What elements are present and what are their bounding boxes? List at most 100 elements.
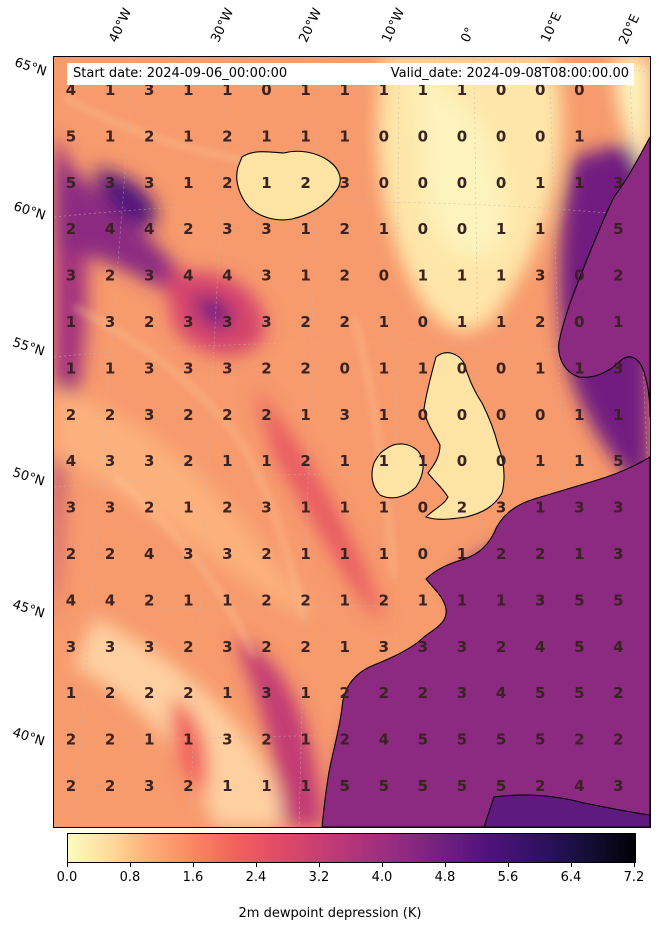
colorbar-tick-label: 0.8 <box>119 870 141 885</box>
grid-value: 3 <box>261 220 271 238</box>
grid-value: 1 <box>261 777 271 795</box>
grid-value: 3 <box>613 359 623 377</box>
grid-value: 2 <box>339 313 349 331</box>
lon-label-0: 0° <box>458 25 479 45</box>
grid-value: 0 <box>496 452 506 470</box>
grid-value: 1 <box>105 359 115 377</box>
grid-value: 5 <box>574 591 584 609</box>
grid-value: 2 <box>574 731 584 749</box>
grid-value: 1 <box>339 499 349 517</box>
grid-value: 2 <box>222 174 232 192</box>
grid-value: 1 <box>66 313 76 331</box>
grid-value: 0 <box>496 406 506 424</box>
grid-value: 5 <box>379 777 389 795</box>
grid-value: 3 <box>613 174 623 192</box>
grid-value: 2 <box>222 499 232 517</box>
grid-value: 3 <box>144 777 154 795</box>
grid-value: 1 <box>496 313 506 331</box>
grid-value: 2 <box>339 731 349 749</box>
grid-value: 2 <box>379 684 389 702</box>
grid-value: 2 <box>613 731 623 749</box>
grid-value: 1 <box>300 220 310 238</box>
grid-value: 3 <box>144 406 154 424</box>
grid-value: 3 <box>144 81 154 99</box>
grid-value: 5 <box>457 777 467 795</box>
grid-value: 0 <box>418 174 428 192</box>
grid-value: 1 <box>418 267 428 285</box>
grid-value: 0 <box>457 452 467 470</box>
grid-value: 3 <box>339 406 349 424</box>
grid-values: 4 1 3 1 1 0 1 1 1 1 1 0 0 0 5 1 2 1 2 1 1 1 0 0 0 0 0 1 5 3 3 1 2 1 2 3 0 0 0 0… <box>66 81 624 795</box>
grid-value: 2 <box>496 545 506 563</box>
grid-value: 1 <box>105 81 115 99</box>
grid-value: 4 <box>66 591 76 609</box>
grid-value: 5 <box>66 174 76 192</box>
grid-value: 3 <box>144 359 154 377</box>
grid-value: 2 <box>535 777 545 795</box>
coastlines <box>236 136 650 827</box>
grid-value: 2 <box>261 545 271 563</box>
colorbar-tick <box>67 862 68 867</box>
grid-value: 3 <box>261 313 271 331</box>
lon-label-20w: 20°W <box>296 6 326 45</box>
grid-value: 3 <box>222 638 232 656</box>
colorbar-tick <box>193 862 194 867</box>
colorbar-tick-label: 2.4 <box>245 870 267 885</box>
grid-value: 4 <box>66 452 76 470</box>
grid-value: 0 <box>418 220 428 238</box>
grid-value: 2 <box>261 638 271 656</box>
grid-value: 1 <box>66 359 76 377</box>
grid-value: 1 <box>613 406 623 424</box>
grid-value: 4 <box>222 267 232 285</box>
grid-value: 3 <box>261 499 271 517</box>
grid-value: 3 <box>222 220 232 238</box>
grid-value: 4 <box>613 638 623 656</box>
grid-value: 1 <box>300 777 310 795</box>
grid-value: 2 <box>144 499 154 517</box>
grid-value: 3 <box>66 267 76 285</box>
grid-value: 3 <box>574 499 584 517</box>
grid-value: 1 <box>535 220 545 238</box>
grid-value: 1 <box>183 499 193 517</box>
colorbar-tick <box>130 862 131 867</box>
africa-coast <box>483 794 650 827</box>
grid-value: 1 <box>496 220 506 238</box>
colorbar-tick <box>571 862 572 867</box>
grid-value: 1 <box>339 591 349 609</box>
grid-value: 4 <box>574 777 584 795</box>
colorbar-tick-label: 5.6 <box>497 870 519 885</box>
lon-label-10w: 10°W <box>379 6 409 45</box>
grid-value: 2 <box>613 684 623 702</box>
map-area[interactable]: 4 1 3 1 1 0 1 1 1 1 1 0 0 0 5 1 2 1 2 1 1 1 0 0 0 0 0 1 5 3 3 1 2 1 2 3 0 0 0 0… <box>53 56 651 828</box>
grid-value: 1 <box>222 777 232 795</box>
grid-value: 5 <box>535 684 545 702</box>
lon-label-20e: 20°E <box>616 12 644 47</box>
grid-value: 4 <box>144 220 154 238</box>
grid-value: 3 <box>222 313 232 331</box>
grid-value: 0 <box>261 81 271 99</box>
grid-value: 3 <box>261 267 271 285</box>
grid-value: 5 <box>418 731 428 749</box>
grid-value: 2 <box>222 127 232 145</box>
grid-value: 2 <box>300 174 310 192</box>
grid-value: 3 <box>66 638 76 656</box>
grid-value: 3 <box>457 684 467 702</box>
grid-value: 0 <box>535 406 545 424</box>
grid-value: 5 <box>574 684 584 702</box>
grid-value: 1 <box>66 684 76 702</box>
grid-value: 2 <box>535 313 545 331</box>
grid-value: 1 <box>222 684 232 702</box>
grid-value: 1 <box>418 452 428 470</box>
grid-value: 2 <box>379 591 389 609</box>
grid-value: 1 <box>300 499 310 517</box>
grid-value: 3 <box>457 638 467 656</box>
grid-value: 1 <box>183 81 193 99</box>
grid-value: 1 <box>535 452 545 470</box>
colorbar-tick <box>634 862 635 867</box>
dewpoint-field: 4 1 3 1 1 0 1 1 1 1 1 0 0 0 5 1 2 1 2 1 1 1 0 0 0 0 0 1 5 3 3 1 2 1 2 3 0 0 0 0… <box>54 57 650 827</box>
grid-value: 3 <box>613 499 623 517</box>
grid-value: 0 <box>535 127 545 145</box>
grid-value: 2 <box>183 406 193 424</box>
grid-value: 4 <box>66 81 76 99</box>
grid-value: 3 <box>144 638 154 656</box>
